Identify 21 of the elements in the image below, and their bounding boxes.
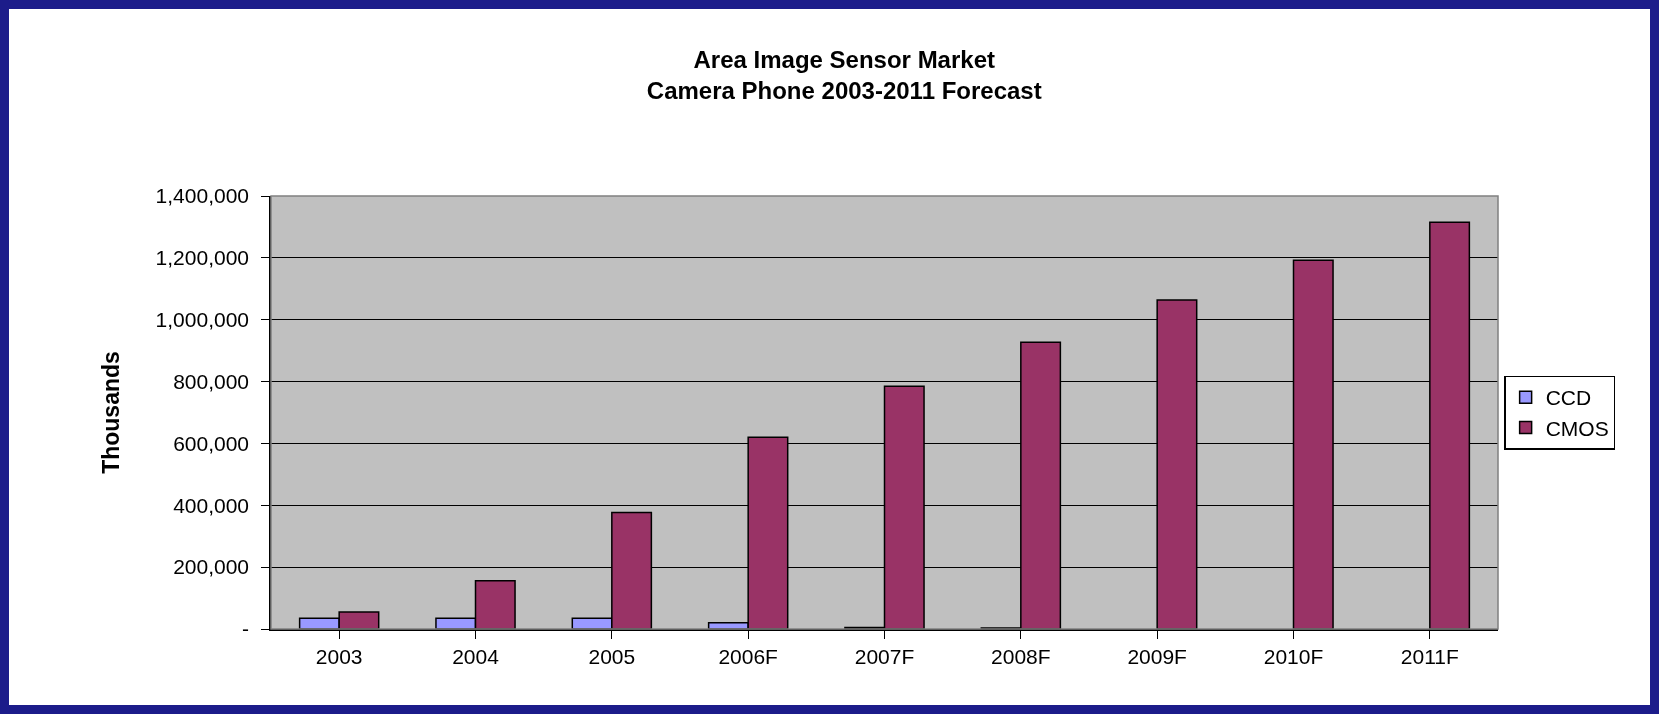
x-tick-label: 2004 (452, 644, 500, 668)
y-tick-label: 1,200,000 (155, 246, 250, 270)
chart-title: Area Image Sensor Market Camera Phone 2003-2011 Forecast (646, 46, 1042, 105)
legend-label: CCD (1545, 386, 1592, 410)
y-tick-label: 200,000 (173, 555, 250, 579)
x-tick-label: 2005 (588, 644, 636, 668)
x-tick-label: 2008F (991, 644, 1051, 668)
y-tick-label: 1,400,000 (155, 184, 250, 208)
x-tick-label: 2011F (1400, 644, 1459, 668)
x-tick-label: 2006F (718, 644, 778, 668)
y-tick-label: 1,000,000 (155, 308, 250, 332)
x-tick-label: 2007F (854, 644, 915, 668)
y-tick-label: 600,000 (173, 431, 250, 455)
y-tick-label: 800,000 (173, 369, 250, 393)
y-axis-title: Thousands (97, 351, 124, 474)
y-tick-label: 400,000 (173, 493, 250, 517)
y-tick-label: - (242, 617, 250, 641)
legend-label: CMOS (1545, 416, 1609, 440)
x-tick-label: 2010F (1263, 644, 1324, 668)
x-tick-label: 2003 (315, 644, 363, 668)
x-tick-label: 2009F (1127, 644, 1187, 668)
